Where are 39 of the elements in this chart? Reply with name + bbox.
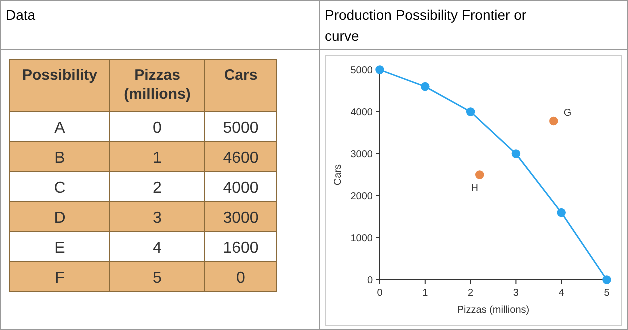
data-label: 5 (153, 270, 162, 287)
category-label: D (54, 210, 66, 227)
y-tick-label: 2000 (350, 192, 374, 202)
data-label: 4000 (223, 180, 259, 197)
annotation: H (471, 183, 478, 194)
x-tick-label: 0 (377, 288, 384, 299)
data-label: 1 (153, 150, 162, 167)
category-label: E (54, 240, 66, 257)
data-label: 2 (153, 180, 162, 197)
x-tick-label: 5 (604, 288, 610, 299)
x-tick-label: 3 (513, 288, 520, 299)
data-label: 0 (153, 120, 162, 137)
text: Data (6, 7, 36, 23)
data-label: 1600 (223, 240, 259, 257)
data-label: 3000 (223, 210, 259, 227)
series-label: Pizzas (millions) (124, 67, 191, 103)
y-tick-label: 3000 (350, 150, 374, 160)
category-label: B (54, 150, 66, 167)
y-axis-title: Cars (333, 164, 344, 186)
y-tick-label: 4000 (350, 108, 374, 118)
chart-title: Production Possibility Frontier or curve (325, 7, 527, 44)
legend-title: Possibility (22, 67, 98, 84)
x-tick-label: 1 (422, 288, 429, 299)
category-label: C (54, 180, 66, 197)
data-label: 4 (153, 240, 162, 257)
y-tick-label: 5000 (350, 66, 374, 76)
data-label: 0 (236, 270, 246, 287)
category-label: F (55, 270, 66, 287)
data-label: 5000 (223, 120, 259, 137)
x-tick-label: 4 (558, 288, 565, 299)
data-label: 3 (153, 210, 162, 227)
category-label: A (54, 120, 66, 137)
annotation: G (564, 108, 572, 120)
x-axis-title: Pizzas (millions) (457, 305, 530, 316)
x-tick-label: 2 (468, 288, 474, 299)
data-label: 4600 (223, 150, 259, 167)
y-tick-label: 0 (367, 276, 374, 286)
series-label: Cars (224, 67, 258, 84)
y-tick-label: 1000 (350, 234, 374, 244)
